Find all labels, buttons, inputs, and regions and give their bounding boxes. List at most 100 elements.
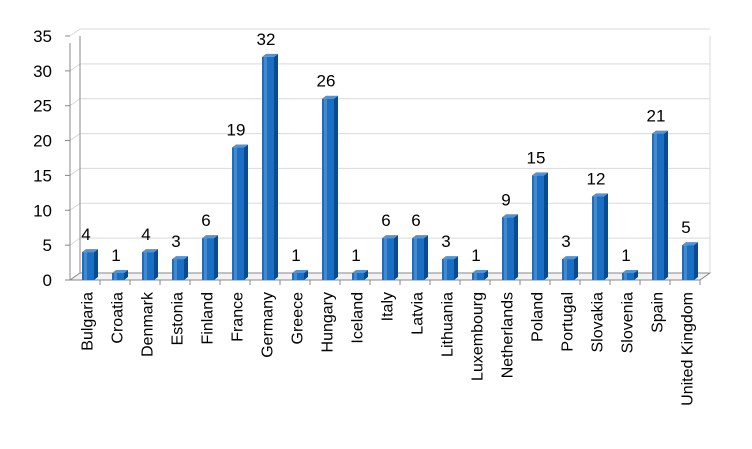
bar [592, 193, 608, 280]
bar-side [334, 95, 338, 280]
bar [292, 270, 308, 280]
bar-top [442, 256, 458, 260]
bar-front [682, 245, 694, 280]
y-tick-label: 5 [43, 236, 52, 255]
bar [112, 270, 128, 280]
bar-side [124, 270, 128, 280]
bar-side [634, 270, 638, 280]
gridlines [69, 28, 710, 281]
x-category-label: Finland [200, 292, 217, 344]
y-tick-label: 25 [33, 97, 52, 116]
bar-front [202, 238, 214, 280]
bar-top [682, 242, 698, 246]
data-label: 32 [257, 30, 276, 49]
bar-front [322, 98, 334, 280]
x-category-label: United Kingdom [680, 292, 697, 406]
bar-highlight [114, 273, 117, 280]
bar [622, 270, 638, 280]
x-category-label: Bulgaria [80, 292, 97, 351]
bar [562, 256, 578, 280]
bar [532, 172, 548, 280]
bar-side [574, 256, 578, 280]
gridline-depth [69, 202, 81, 211]
bar-side [214, 235, 218, 280]
data-label: 1 [111, 246, 120, 265]
data-label: 4 [81, 225, 90, 244]
gridline-depth [69, 168, 81, 176]
x-axis-category-labels: Bulgaria Croatia Denmark Estonia Finland Fran… [80, 291, 697, 406]
x-category-label: Greece [290, 292, 307, 345]
bar-front [352, 273, 364, 280]
data-label: 4 [141, 225, 150, 244]
data-label: 12 [587, 169, 606, 188]
data-label: 19 [227, 121, 246, 140]
bar [442, 256, 458, 280]
bar-side [514, 214, 518, 280]
bar-front [472, 273, 484, 280]
bar [352, 270, 368, 280]
bar-front [232, 147, 244, 280]
bar-top [202, 235, 218, 239]
data-label: 6 [381, 211, 390, 230]
gridline-depth [69, 133, 81, 141]
bar-top [172, 256, 188, 260]
bar-highlight [534, 175, 537, 280]
bar-top [112, 270, 128, 274]
bar-side [304, 270, 308, 280]
gridline-depth [69, 237, 81, 246]
bar [412, 235, 428, 280]
bar-highlight [384, 238, 387, 280]
x-category-label: Germany [260, 292, 277, 358]
bar [502, 214, 518, 280]
y-tick-label: 10 [33, 201, 52, 220]
data-label: 1 [291, 246, 300, 265]
bar-front [172, 259, 184, 280]
x-category-label: Slovakia [590, 292, 607, 353]
bar-side [694, 242, 698, 280]
bar-highlight [174, 259, 177, 280]
bar-front [592, 196, 604, 280]
bar-highlight [684, 245, 687, 280]
bar-top [352, 270, 368, 274]
data-label: 26 [317, 72, 336, 91]
x-category-label: Estonia [170, 292, 187, 345]
bar-side [244, 144, 248, 280]
bar-highlight [564, 259, 567, 280]
bar-front [442, 259, 454, 280]
x-category-label: Iceland [350, 292, 367, 344]
x-category-label: Denmark [140, 291, 157, 357]
bar [232, 144, 248, 280]
data-label: 3 [441, 232, 450, 251]
data-label: 21 [647, 107, 666, 126]
bar [652, 130, 668, 280]
bar-front [502, 217, 514, 280]
bar-top [592, 193, 608, 197]
bar-side [454, 256, 458, 280]
gridline-depth [69, 28, 81, 37]
bar-highlight [504, 217, 507, 280]
bar-top [142, 249, 158, 253]
data-label: 3 [171, 232, 180, 251]
x-category-label: Portugal [560, 292, 577, 352]
bar [262, 53, 278, 280]
bar-side [424, 235, 428, 280]
bar-highlight [414, 238, 417, 280]
bar-highlight [294, 273, 297, 280]
x-category-label: Hungary [320, 292, 337, 352]
bar-front [82, 252, 94, 280]
bar-side [664, 130, 668, 280]
bar-side [184, 256, 188, 280]
bar-side [274, 53, 278, 280]
bar-side [484, 270, 488, 280]
bar-side [94, 249, 98, 280]
bar-front [142, 252, 154, 280]
bar-side [544, 172, 548, 280]
bar-highlight [234, 147, 237, 280]
bar-top [262, 53, 278, 57]
bar [682, 242, 698, 280]
bar-top [652, 130, 668, 134]
bar-top [532, 172, 548, 176]
bar-top [502, 214, 518, 218]
bar-side [394, 235, 398, 280]
x-category-label: Latvia [410, 292, 427, 335]
